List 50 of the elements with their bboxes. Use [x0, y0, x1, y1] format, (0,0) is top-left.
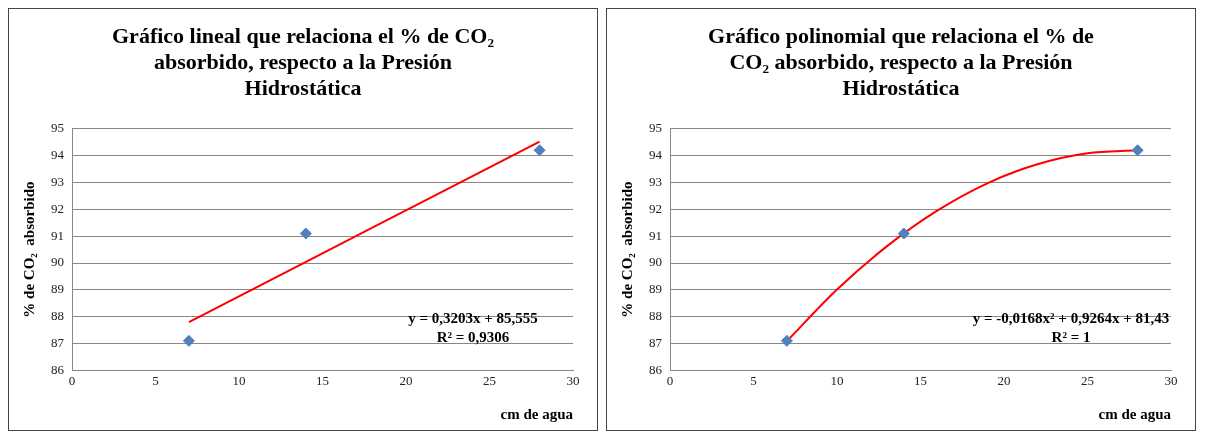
y-tick-label: 89	[649, 281, 662, 297]
y-tick-label: 90	[649, 254, 662, 270]
point	[780, 334, 793, 347]
x-tick-label: 30	[1164, 372, 1178, 388]
y-tick-label: 91	[51, 227, 64, 243]
y-tick-label: 87	[649, 334, 663, 350]
x-tick-label: 15	[914, 372, 927, 388]
y-tick-label: 95	[51, 120, 64, 136]
x-tick-label: 25	[483, 372, 496, 388]
x-tick-label: 15	[316, 372, 329, 388]
x-tick-label: 10	[830, 372, 844, 388]
y-tick-label: 86	[649, 361, 663, 377]
annotation: y = 0,3203x + 85,555	[408, 309, 538, 326]
x-tick-label: 0	[68, 372, 76, 388]
y-tick-label: 95	[649, 120, 662, 136]
x-tick-label: 20	[399, 372, 413, 388]
x-tick-label: 0	[666, 372, 674, 388]
point	[299, 227, 312, 240]
x-tick-label: 30	[566, 372, 580, 388]
y-tick-label: 92	[649, 200, 662, 216]
chart-title: Gráfico lineal que relaciona el % de CO₂ absorbido, respecto a la Presión Hidrostática	[111, 23, 495, 102]
annotation: R² = 0,9306	[436, 328, 510, 345]
y-tick-label: 87	[51, 334, 65, 350]
x-tick-label: 5	[152, 372, 159, 388]
y-tick-label: 92	[51, 200, 64, 216]
y-axis-title: % de CO₂ absorbido	[20, 181, 37, 318]
x-axis-title: cm de agua	[1098, 405, 1172, 422]
y-tick-label: 88	[649, 308, 662, 324]
point	[1131, 144, 1144, 157]
x-axis-title: cm de agua	[500, 405, 574, 422]
y-tick-label: 91	[649, 227, 662, 243]
y-tick-label: 89	[51, 281, 64, 297]
y-tick-label: 88	[51, 308, 64, 324]
x-tick-label: 10	[232, 372, 246, 388]
x-tick-label: 20	[997, 372, 1011, 388]
annotation: y = -0,0168x² + 0,9264x + 81,43	[972, 309, 1170, 326]
y-tick-label: 94	[51, 147, 65, 163]
y-axis-title: % de CO₂ absorbido	[618, 181, 635, 318]
y-tick-label: 94	[649, 147, 663, 163]
y-tick-label: 93	[649, 173, 662, 189]
y-tick-label: 93	[51, 173, 64, 189]
x-tick-label: 25	[1081, 372, 1094, 388]
y-tick-label: 86	[51, 361, 65, 377]
y-tick-label: 90	[51, 254, 64, 270]
point	[897, 227, 910, 240]
point	[182, 334, 195, 347]
chart-title: Gráfico polinomial que relaciona el % de CO₂ absorbido, respecto a la Presión Hidrostática	[707, 23, 1095, 102]
annotation: R² = 1	[1051, 328, 1091, 345]
x-tick-label: 5	[750, 372, 757, 388]
point	[533, 144, 546, 157]
